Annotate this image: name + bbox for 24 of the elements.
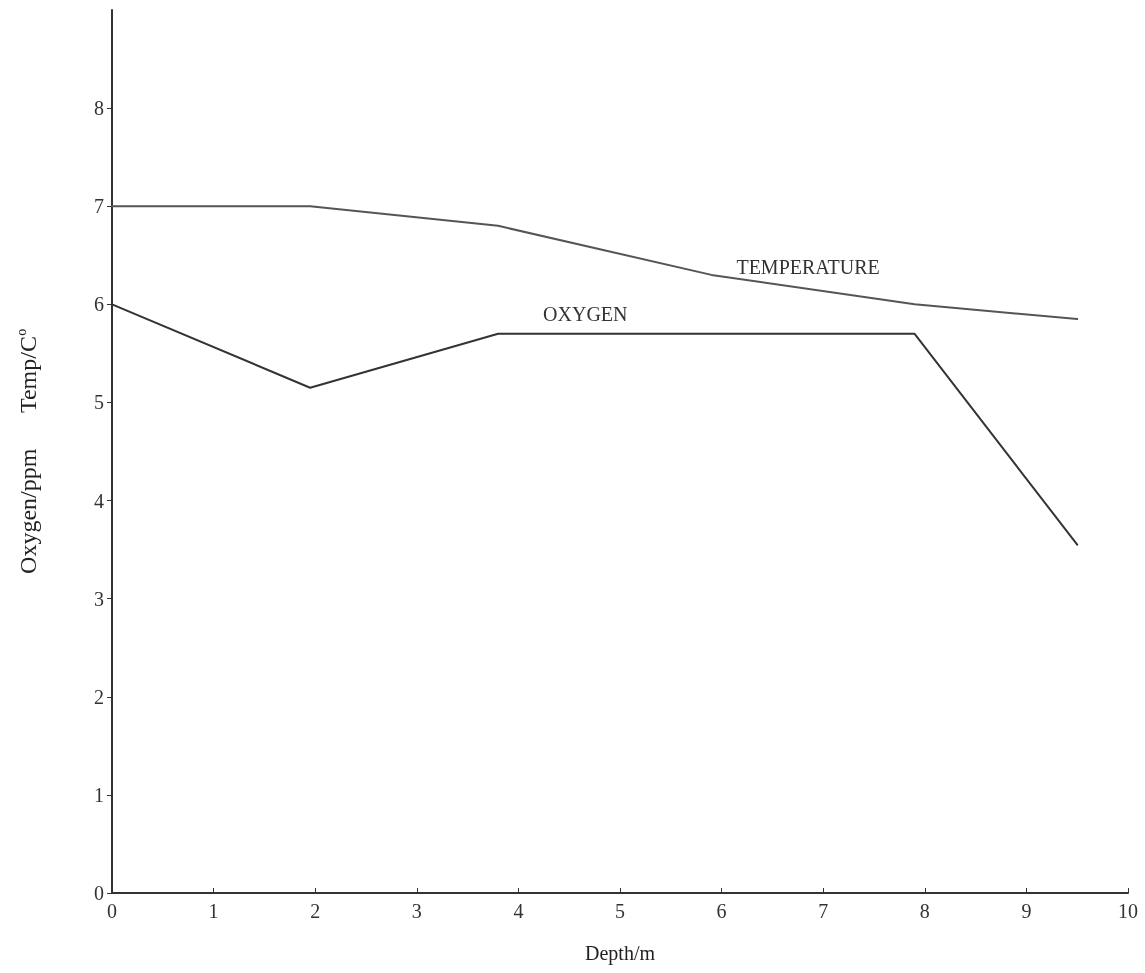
x-tick-label: 8	[919, 900, 930, 922]
series-label: TEMPERATURE	[736, 255, 880, 278]
y-tick-label: 7	[94, 195, 104, 218]
y-tick-label: 0	[94, 882, 104, 904]
x-tick-label: 1	[208, 900, 219, 922]
y-tick-label: 8	[94, 97, 104, 120]
y-tick-label: 4	[94, 489, 104, 512]
series-label: OXYGEN	[543, 302, 628, 325]
x-tick-label: 9	[1021, 900, 1032, 922]
y-tick-label: 2	[94, 685, 104, 708]
y-tick-label: 3	[94, 587, 104, 610]
y-tick-label: 5	[94, 391, 104, 414]
x-tick-label: 3	[411, 900, 422, 922]
x-tick-label: 7	[818, 900, 829, 922]
x-axis-title: Depth/m	[585, 942, 656, 965]
line-series	[111, 205, 1079, 321]
x-tick-label: 10	[1118, 900, 1138, 922]
y-tick-label: 6	[94, 293, 104, 316]
x-tick-label: 6	[716, 900, 727, 922]
x-tick-label: 2	[310, 900, 321, 922]
x-tick-label: 4	[513, 900, 524, 922]
y-tick-label: 1	[94, 783, 104, 806]
y-axis-title: Oxygen/ppm Temp/Co	[13, 328, 41, 574]
x-tick-label: 5	[615, 900, 625, 922]
